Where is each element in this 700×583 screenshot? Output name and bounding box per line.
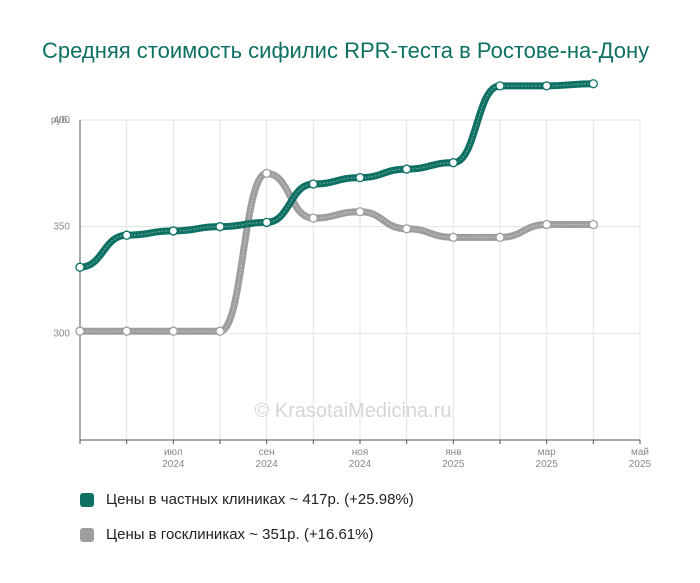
data-point-private <box>448 158 458 168</box>
data-point-public <box>262 168 272 178</box>
x-tick-label-year: 2024 <box>256 459 279 470</box>
data-point-private <box>215 222 225 232</box>
x-tick-label-year: 2025 <box>536 459 559 470</box>
series-line-public <box>76 169 597 335</box>
legend-item-private[interactable]: Цены в частных клиниках ~ 417р. (+25.98%… <box>80 491 414 508</box>
data-point-private <box>75 262 85 272</box>
x-tick-label-month: сен <box>259 447 275 458</box>
data-point-private <box>588 79 598 89</box>
data-point-private <box>355 172 365 183</box>
x-tick-label-month: ноя <box>352 447 369 458</box>
data-point-public <box>542 219 552 230</box>
series-line-texture-public <box>80 172 594 332</box>
legend-swatch-private <box>80 492 94 507</box>
data-point-public <box>308 213 318 223</box>
x-axis: июл2024сен2024ноя2024янв2025мар2025май20… <box>79 439 652 470</box>
legend-label-private: Цены в частных клиниках ~ 417р. (+25.98%… <box>106 491 414 508</box>
data-point-public <box>402 224 412 234</box>
y-tick-label: 300 <box>53 328 70 339</box>
data-point-public <box>448 232 458 242</box>
series-line-private <box>76 80 597 271</box>
legend-item-public[interactable]: Цены в госклиниках ~ 351р. (+16.61%) <box>80 526 373 543</box>
data-point-private <box>168 226 178 236</box>
data-point-private <box>402 164 412 174</box>
x-tick-label-year: 2025 <box>629 459 652 470</box>
data-point-public <box>122 326 132 336</box>
data-point-private <box>495 81 505 91</box>
x-tick-label-month: май <box>631 447 649 458</box>
data-point-public <box>75 326 85 336</box>
y-axis-unit-label: руб. <box>51 114 70 126</box>
watermark: © KrasotaiMedicina.ru <box>254 400 451 422</box>
x-tick-label-month: июл <box>164 447 183 458</box>
x-tick-label-month: янв <box>445 447 461 458</box>
legend-swatch-public <box>80 527 94 542</box>
x-tick-label-year: 2024 <box>162 459 185 470</box>
x-tick-label-year: 2025 <box>442 459 465 470</box>
data-point-private <box>542 81 552 91</box>
data-point-public <box>355 207 365 217</box>
data-point-public <box>495 232 505 242</box>
series-layer <box>75 79 598 336</box>
data-point-private <box>308 179 318 189</box>
data-point-private <box>262 217 272 228</box>
chart-title: Средняя стоимость сифилис RPR-теста в Ро… <box>42 38 650 63</box>
x-tick-label-month: мар <box>538 447 556 458</box>
data-point-public <box>215 326 225 336</box>
data-point-public <box>168 326 178 336</box>
series-line-texture-private <box>79 83 594 268</box>
x-tick-label-year: 2024 <box>349 459 372 470</box>
grid <box>80 119 641 440</box>
y-tick-label: 400 <box>53 115 70 126</box>
data-point-private <box>122 230 132 240</box>
data-point-public <box>588 219 598 230</box>
legend-label-public: Цены в госклиниках ~ 351р. (+16.61%) <box>106 526 374 543</box>
y-tick-label: 350 <box>53 222 70 233</box>
